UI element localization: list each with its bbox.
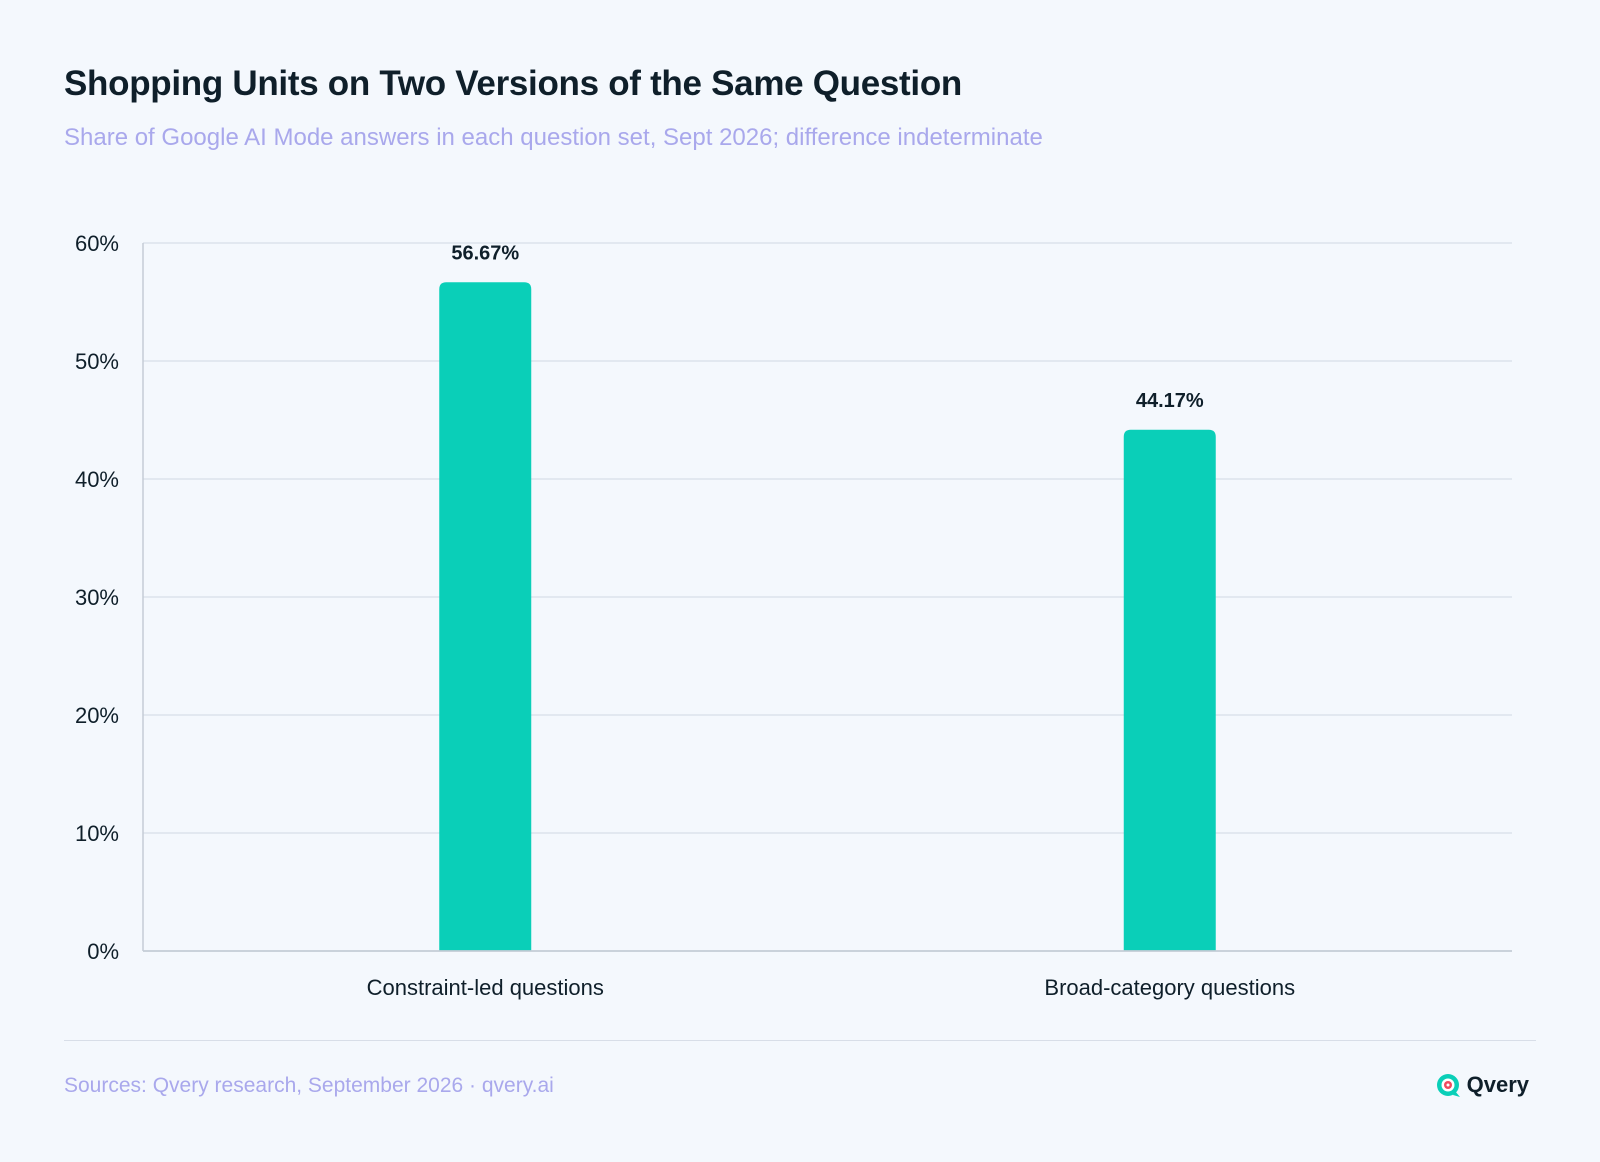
qvery-logo-icon	[1436, 1074, 1460, 1097]
chart-subtitle: Share of Google AI Mode answers in each …	[64, 124, 1043, 151]
gridlines	[143, 242, 1512, 834]
x-axis-labels: Constraint-led questions Broad-category q…	[367, 975, 1295, 1000]
x-tick-label: Broad-category questions	[1044, 975, 1295, 1000]
chart-title: Shopping Units on Two Versions of the Sa…	[64, 64, 962, 103]
data-label: 56.67%	[451, 242, 519, 264]
y-tick-label: 20%	[75, 703, 119, 728]
data-label: 44.17%	[1136, 390, 1204, 412]
y-tick-label: 30%	[75, 585, 119, 610]
bar-chart: 0% 10% 20% 30% 40% 50% 60% Constraint-led ques…	[75, 231, 1512, 1000]
bar-1	[439, 282, 532, 951]
y-tick-label: 10%	[75, 821, 119, 846]
y-tick-label: 50%	[75, 349, 119, 374]
x-tick-label: Constraint-led questions	[367, 975, 604, 1000]
bar-2	[1123, 429, 1216, 951]
y-axis-ticks: 0% 10% 20% 30% 40% 50% 60%	[75, 231, 119, 964]
y-tick-label: 0%	[87, 939, 119, 964]
sources-note: Sources: Qvery research, September 2026 …	[64, 1074, 554, 1097]
y-tick-label: 40%	[75, 467, 119, 492]
bars	[439, 282, 1216, 951]
data-labels: 56.67% 44.17%	[451, 242, 1204, 412]
brand[interactable]: Qvery	[1435, 1072, 1529, 1098]
y-tick-label: 60%	[75, 231, 119, 256]
footer-divider	[64, 1040, 1536, 1041]
brand-name: Qvery	[1466, 1072, 1529, 1097]
